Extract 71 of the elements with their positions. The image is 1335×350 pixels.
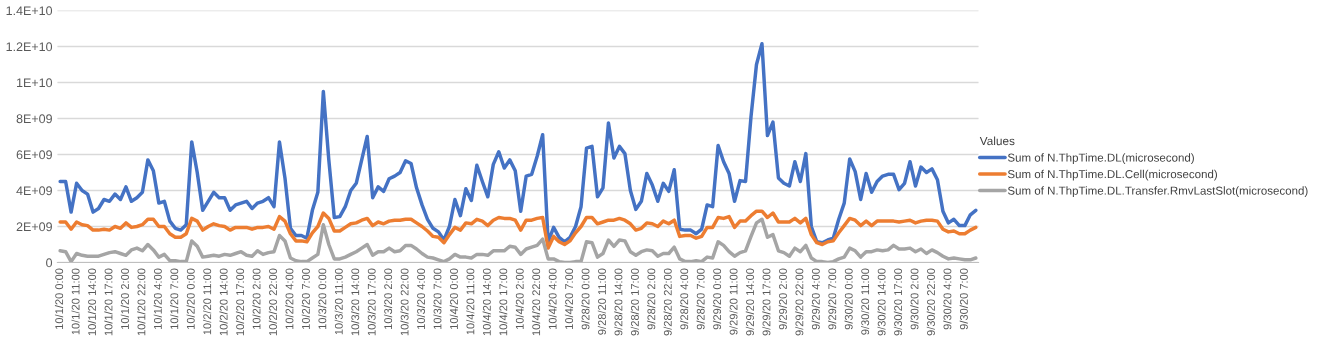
x-tick-label: 10/1/20 7:00 <box>170 268 179 329</box>
x-tick-label: 9/28/20 4:00 <box>680 268 689 330</box>
x-tick-label: 9/29/20 2:00 <box>778 268 787 330</box>
x-tick-label: 9/29/20 14:00 <box>745 268 754 336</box>
x-tick-label: 9/29/20 4:00 <box>811 268 820 330</box>
x-tick-label: 10/3/20 22:00 <box>400 268 409 336</box>
line-series <box>58 209 978 250</box>
x-tick-label: 10/1/20 17:00 <box>104 268 113 336</box>
x-tick-label: 10/3/20 17:00 <box>367 268 376 336</box>
x-tick-label: 9/29/20 11:00 <box>729 268 738 335</box>
x-tick-label: 10/2/20 22:00 <box>268 268 277 336</box>
y-tick-label: 6E+09 <box>16 150 52 160</box>
line-series <box>58 42 978 245</box>
x-tick-label: 9/28/20 2:00 <box>647 268 656 330</box>
y-tick-label: 8E+09 <box>16 114 52 124</box>
y-tick-label: 4E+09 <box>16 186 52 196</box>
x-tick-label: 10/4/20 0:00 <box>449 268 458 329</box>
x-tick-label: 10/4/20 11:00 <box>466 268 475 335</box>
y-tick-label: 1.2E+10 <box>6 42 53 52</box>
x-tick-label: 10/4/20 2:00 <box>515 268 524 329</box>
x-tick-label: 10/4/20 14:00 <box>482 268 491 336</box>
x-tick-label: 9/28/20 17:00 <box>630 268 639 336</box>
x-tick-label: 10/2/20 4:00 <box>285 268 294 329</box>
x-tick-label: 9/30/20 7:00 <box>959 268 968 330</box>
x-tick-label: 10/3/20 11:00 <box>334 268 343 335</box>
y-tick-label: 1E+10 <box>17 78 53 88</box>
x-tick-label: 10/2/20 2:00 <box>252 268 261 329</box>
x-tick-label: 10/1/20 0:00 <box>54 268 64 329</box>
x-tick-label: 9/30/20 22:00 <box>926 268 935 336</box>
x-tick-label: 10/3/20 14:00 <box>351 268 360 336</box>
x-tick-label: 10/1/20 4:00 <box>153 268 162 329</box>
x-tick-label: 10/2/20 11:00 <box>203 268 212 335</box>
x-tick-label: 9/29/20 17:00 <box>762 268 771 336</box>
x-tick-label: 10/1/20 2:00 <box>120 268 129 329</box>
x-tick-label: 9/30/20 0:00 <box>844 268 853 330</box>
line-series <box>58 217 978 263</box>
legend-title: Values <box>979 136 1015 146</box>
x-tick-label: 10/2/20 14:00 <box>219 268 228 336</box>
x-tick-label: 10/3/20 2:00 <box>383 268 393 329</box>
x-tick-label: 9/30/20 11:00 <box>860 268 870 335</box>
x-tick-label: 10/3/20 7:00 <box>433 268 442 329</box>
x-tick-label: 10/2/20 0:00 <box>186 268 195 329</box>
x-tick-label: 10/1/20 14:00 <box>87 268 97 336</box>
x-tick-label: 10/4/20 4:00 <box>548 268 557 329</box>
x-tick-label: 9/28/20 7:00 <box>696 268 705 330</box>
x-tick-label: 10/1/20 11:00 <box>71 268 80 335</box>
x-tick-label: 9/30/20 2:00 <box>910 268 919 330</box>
x-tick-label: 10/4/20 22:00 <box>531 268 541 336</box>
x-tick-label: 9/28/20 0:00 <box>581 268 590 330</box>
x-tick-label: 10/4/20 7:00 <box>564 268 574 329</box>
x-tick-label: 10/3/20 0:00 <box>318 268 327 329</box>
x-tick-label: 9/30/20 14:00 <box>877 268 886 336</box>
x-tick-label: 9/30/20 4:00 <box>943 268 952 330</box>
x-tick-label: 9/28/20 22:00 <box>663 268 672 336</box>
x-tick-label: 9/30/20 17:00 <box>893 268 903 336</box>
x-tick-label: 9/29/20 7:00 <box>828 268 837 330</box>
legend-label: Sum of N.ThpTime.DL.Cell(microsecond) <box>1007 169 1217 181</box>
x-tick-label: 10/1/20 22:00 <box>137 268 146 336</box>
x-tick-label: 10/3/20 4:00 <box>416 268 426 329</box>
legend-label: Sum of N.ThpTime.DL(microsecond) <box>1007 153 1194 164</box>
x-tick-label: 10/2/20 7:00 <box>301 268 310 329</box>
x-tick-label: 9/29/20 22:00 <box>795 268 804 336</box>
x-tick-label: 9/29/20 0:00 <box>712 268 722 330</box>
x-tick-label: 9/28/20 14:00 <box>614 268 623 336</box>
x-tick-label: 10/4/20 17:00 <box>499 268 508 336</box>
x-tick-label: 10/2/20 17:00 <box>235 268 245 336</box>
y-tick-label: 1.4E+10 <box>6 6 53 16</box>
y-tick-label: 2E+09 <box>16 222 52 232</box>
legend-label: Sum of N.ThpTime.DL.Transfer.RmvLastSlot(microsecond) <box>1007 186 1308 198</box>
x-tick-label: 9/28/20 11:00 <box>597 268 606 335</box>
y-tick-label: 0 <box>46 258 53 268</box>
